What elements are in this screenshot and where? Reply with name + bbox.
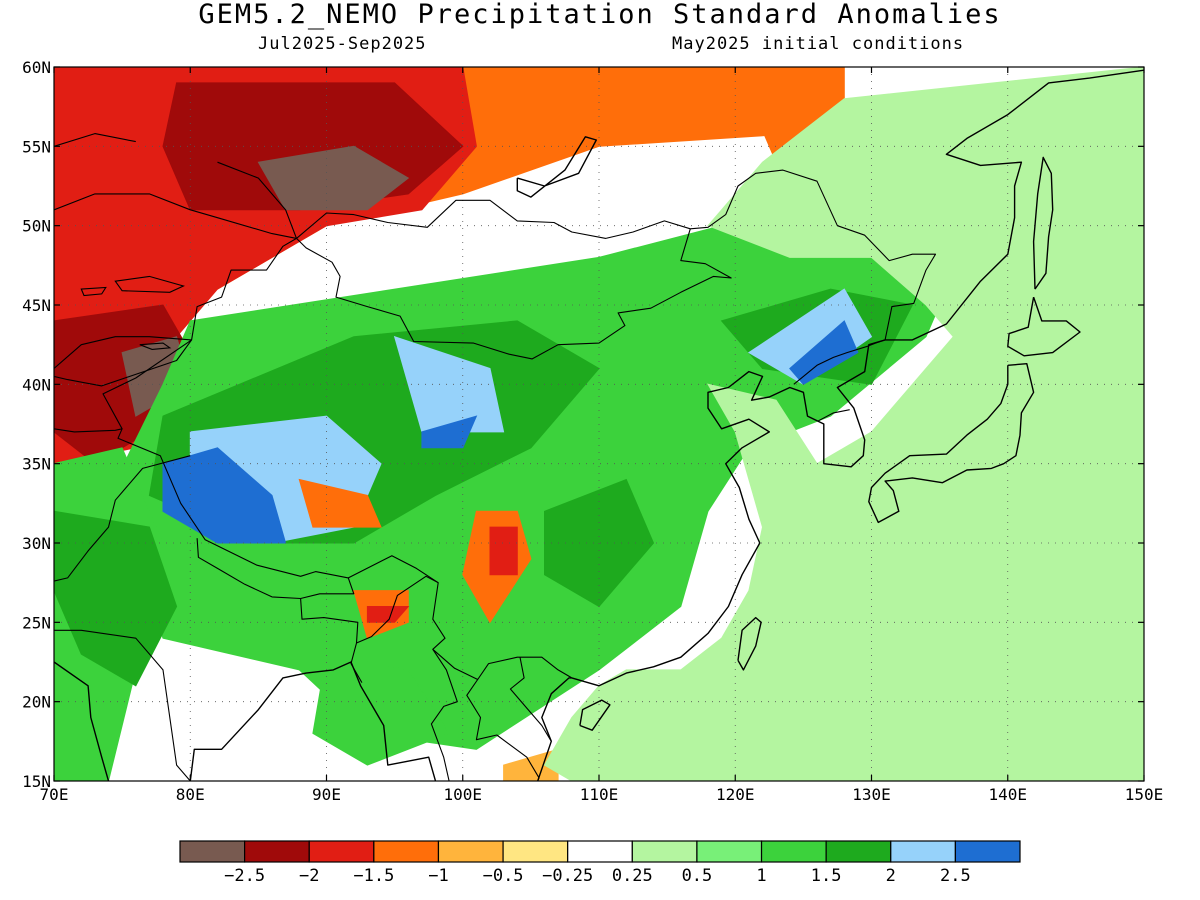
colorbar-swatch <box>244 840 310 863</box>
lon-tick-label: 150E <box>1125 785 1164 804</box>
colorbar-swatch <box>631 840 698 863</box>
lon-tick-label: 120E <box>716 785 755 804</box>
coastline-7 <box>737 616 762 671</box>
anomaly-region-23 <box>489 526 518 576</box>
coastline-9 <box>1032 156 1054 290</box>
coastline-1 <box>54 661 110 781</box>
lat-tick-label: 40N <box>22 375 51 394</box>
border-14 <box>430 648 458 781</box>
border-8 <box>54 455 191 582</box>
lon-tick-label: 70E <box>40 785 69 804</box>
anomaly-region-19 <box>789 320 859 385</box>
border-17 <box>217 161 298 239</box>
lat-tick-label: 60N <box>22 58 51 77</box>
colorbar-swatch <box>308 840 375 863</box>
colorbar-swatch <box>954 840 1021 863</box>
lon-tick-label: 80E <box>176 785 205 804</box>
colorbar-swatch <box>825 840 892 863</box>
anomaly-region-4 <box>257 145 410 211</box>
lon-tick-label: 140E <box>988 785 1027 804</box>
border-16 <box>509 657 552 742</box>
initial-conditions-label: May2025 initial conditions <box>672 34 965 54</box>
anomaly-region-9 <box>312 653 450 766</box>
lat-tick-label: 45N <box>22 296 51 315</box>
colorbar-swatch <box>373 840 440 863</box>
colorbar-swatch <box>890 840 956 863</box>
lat-tick-label: 20N <box>22 693 51 712</box>
lat-tick-label: 50N <box>22 217 51 236</box>
coastline-2 <box>189 661 437 781</box>
border-1 <box>296 228 732 360</box>
anomaly-region-25 <box>503 748 559 781</box>
colorbar-label: 1.5 <box>811 866 842 886</box>
border-5 <box>54 339 193 387</box>
colorbar-label: 2.5 <box>940 866 971 886</box>
colorbar-label: 0.5 <box>682 866 713 886</box>
anomaly-region-15 <box>393 335 505 433</box>
graticule <box>54 67 1144 781</box>
colorbar-label: 2 <box>886 866 896 886</box>
lon-tick-label: 110E <box>580 785 619 804</box>
border-10 <box>196 538 301 600</box>
border-3 <box>793 342 876 385</box>
lat-tick-label: 15N <box>22 772 51 791</box>
border-9 <box>54 629 191 781</box>
coastline-8 <box>579 699 611 731</box>
valid-period-label: Jul2025-Sep2025 <box>258 34 427 54</box>
anomaly-region-20 <box>298 478 382 528</box>
border-12 <box>300 577 355 600</box>
colorbar-label: −2.5 <box>224 866 265 886</box>
lake-1 <box>139 342 172 350</box>
colorbar-swatch <box>502 840 569 863</box>
coastline-5 <box>1007 296 1081 357</box>
coastline-11 <box>516 136 597 198</box>
border-18 <box>54 193 297 239</box>
colorbar-label: −1.5 <box>353 866 394 886</box>
coastline-6 <box>868 363 1035 524</box>
colorbar: −2.5 −2 −1.5 −1 −0.5 −0.25 0.25 0.5 1 1.5 2 2.5 <box>179 840 1021 886</box>
border-15 <box>466 679 540 781</box>
lat-tick-label: 25N <box>22 613 51 632</box>
anomaly-region-24 <box>366 606 410 623</box>
border-4 <box>818 409 850 422</box>
lon-tick-label: 130E <box>852 785 891 804</box>
border-0 <box>296 169 937 344</box>
coastline-0 <box>571 69 1144 687</box>
colorbar-label: 1 <box>756 866 766 886</box>
colorbar-swatch <box>696 840 763 863</box>
lat-tick-label: 55N <box>22 137 51 156</box>
border-13 <box>356 575 439 644</box>
colorbar-swatch <box>567 840 633 863</box>
colorbar-label: −2 <box>299 866 319 886</box>
border-6 <box>54 336 192 369</box>
colorbar-label: −1 <box>428 866 448 886</box>
lat-tick-label: 35N <box>22 455 51 474</box>
anomaly-field <box>54 67 1144 781</box>
colorbar-swatch <box>437 840 504 863</box>
border-11 <box>300 598 363 683</box>
anomaly-region-26 <box>543 67 1144 781</box>
lake-0 <box>114 275 185 293</box>
chart-title: GEM5.2_NEMO Precipitation Standard Anoma… <box>198 0 1002 30</box>
lon-tick-label: 100E <box>443 785 482 804</box>
coastline-4 <box>537 677 572 781</box>
lat-tick-label: 30N <box>22 534 51 553</box>
coastlines-and-borders <box>54 69 1144 781</box>
colorbar-swatch <box>760 840 827 863</box>
colorbar-label: −0.25 <box>542 866 593 886</box>
border-19 <box>54 133 136 147</box>
colorbar-label: 0.25 <box>612 866 653 886</box>
anomaly-region-16 <box>747 288 873 385</box>
lon-tick-label: 90E <box>312 785 341 804</box>
colorbar-label: −0.5 <box>483 866 524 886</box>
lake-2 <box>80 286 107 297</box>
colorbar-swatch <box>179 840 246 863</box>
border-7 <box>54 428 123 433</box>
